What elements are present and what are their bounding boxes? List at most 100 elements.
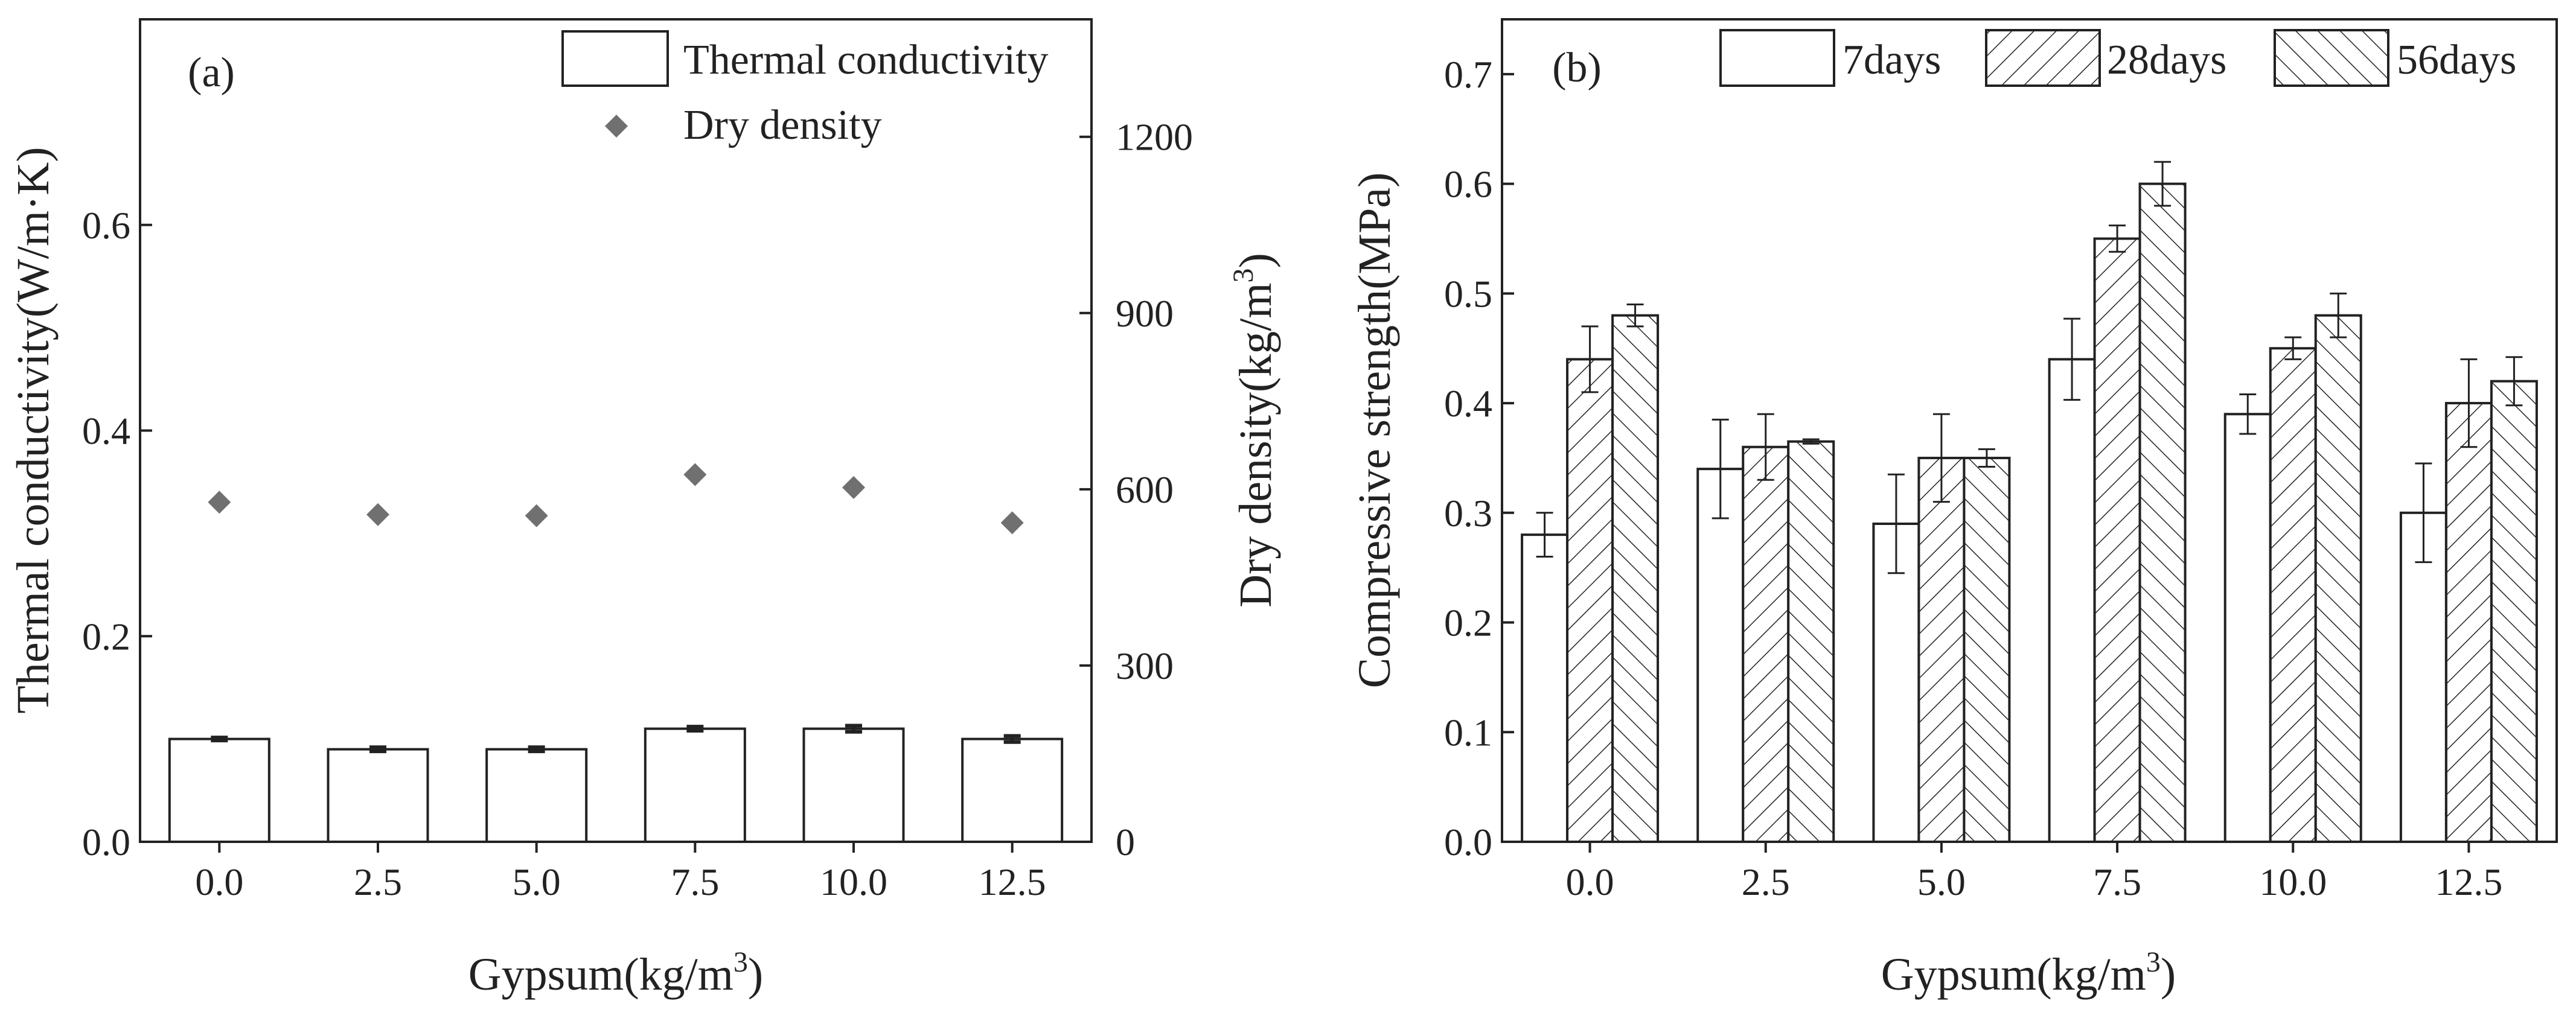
thermal-bar bbox=[644, 727, 746, 844]
legend-label: Thermal conductivity bbox=[683, 37, 1049, 83]
y-tick-label: 0.1 bbox=[1444, 711, 1492, 754]
legend-label: 28days bbox=[2107, 37, 2226, 83]
y-tick-label: 0.4 bbox=[1444, 382, 1492, 425]
legend-label: 7days bbox=[1843, 37, 1941, 83]
y2-tick-label: 900 bbox=[1116, 292, 1174, 335]
strength-bar bbox=[2314, 314, 2362, 843]
x-axis-title-sup: 3 bbox=[2146, 946, 2161, 978]
x-tick-label: 7.5 bbox=[2093, 861, 2141, 903]
strength-error-bar bbox=[1932, 413, 1950, 503]
thermal-bar bbox=[802, 727, 905, 844]
x-tick-label: 0.0 bbox=[195, 861, 243, 903]
strength-bar bbox=[2269, 347, 2317, 843]
density-point bbox=[208, 491, 231, 514]
x-axis-title-main: Gypsum(kg/m bbox=[468, 949, 733, 1000]
thermal-bar bbox=[327, 748, 429, 843]
y-tick-label: 0.2 bbox=[82, 615, 130, 658]
thermal-error-bar bbox=[211, 736, 228, 743]
x-tick-label: 10.0 bbox=[820, 861, 887, 903]
strength-error-bar bbox=[2109, 224, 2126, 253]
x-tick-label: 2.5 bbox=[354, 861, 402, 903]
x-axis-title-sup: 3 bbox=[733, 946, 748, 978]
strength-error-bar bbox=[1757, 413, 1774, 481]
strength-error-bar bbox=[1536, 512, 1553, 558]
y-tick-label: 0.4 bbox=[82, 410, 130, 453]
y2-axis-title-main: Dry density(kg/m bbox=[1230, 283, 1281, 608]
plot-frame bbox=[1501, 18, 2558, 843]
y-tick-label: 0.7 bbox=[1444, 53, 1492, 96]
y-tick-label: 0.5 bbox=[1444, 272, 1492, 315]
strength-bar bbox=[2093, 237, 2141, 843]
strength-error-bar bbox=[2063, 317, 2081, 401]
strength-bar bbox=[1917, 456, 1966, 843]
y2-axis-title-end: ) bbox=[1230, 253, 1281, 268]
density-point bbox=[683, 463, 707, 486]
panel-label: (a) bbox=[188, 49, 235, 96]
density-point bbox=[1000, 511, 1024, 535]
y2-axis-title-sup: 3 bbox=[1227, 269, 1259, 283]
y2-tick-label: 300 bbox=[1116, 644, 1174, 687]
x-axis-title-main: Gypsum(kg/m bbox=[1881, 949, 2146, 1000]
y-tick-label: 0.2 bbox=[1444, 602, 1492, 644]
thermal-bar bbox=[961, 737, 1064, 843]
y2-tick-label: 600 bbox=[1116, 468, 1174, 511]
strength-bar bbox=[2490, 380, 2538, 843]
strength-error-bar bbox=[1581, 325, 1599, 393]
legend-swatch bbox=[1985, 29, 2101, 87]
y-tick-label: 0.0 bbox=[82, 821, 130, 864]
x-tick-label: 2.5 bbox=[1742, 861, 1790, 903]
x-tick-label: 7.5 bbox=[671, 861, 719, 903]
strength-error-bar bbox=[1887, 473, 1905, 574]
strength-bar bbox=[1521, 533, 1569, 843]
density-point bbox=[842, 476, 865, 499]
strength-bar bbox=[1566, 358, 1614, 843]
strength-bar bbox=[1787, 440, 1835, 843]
thermal-error-bar bbox=[1003, 734, 1021, 744]
x-axis-title: Gypsum(kg/m3) bbox=[468, 946, 763, 1000]
y-axis-title: Thermal conductivity(W/m·K) bbox=[8, 147, 59, 713]
x-tick-label: 12.5 bbox=[979, 861, 1046, 903]
x-axis-title-end: ) bbox=[2161, 949, 2176, 1000]
x-tick-label: 12.5 bbox=[2435, 861, 2502, 903]
x-tick-label: 5.0 bbox=[513, 861, 561, 903]
legend-swatch bbox=[2274, 29, 2389, 87]
x-axis-title: Gypsum(kg/m3) bbox=[1881, 946, 2176, 1000]
strength-bar bbox=[2444, 402, 2493, 843]
x-tick-label: 5.0 bbox=[1917, 861, 1966, 903]
y2-axis-title: Dry density(kg/m3) bbox=[1227, 253, 1281, 608]
legend-swatch bbox=[1719, 29, 1835, 87]
y-tick-label: 0.3 bbox=[1444, 492, 1492, 535]
legend-label: Dry density bbox=[683, 102, 882, 148]
strength-error-bar bbox=[2330, 292, 2347, 339]
strength-error-bar bbox=[1626, 304, 1644, 328]
strength-bar bbox=[1963, 456, 2011, 843]
legend-label: 56days bbox=[2397, 37, 2516, 83]
strength-error-bar bbox=[1978, 448, 1995, 468]
strength-error-bar bbox=[2415, 462, 2432, 564]
y2-tick-label: 0 bbox=[1116, 821, 1135, 864]
thermal-bar bbox=[485, 748, 588, 843]
density-point bbox=[525, 504, 548, 527]
strength-bar bbox=[2223, 413, 2272, 843]
y-tick-label: 0.6 bbox=[1444, 163, 1492, 206]
panel-a-thermal-chart: 0.0 0.2 0.4 0.6 0 300 600 900 1200 0.0 2.5 5.0 7.5 10… bbox=[8, 18, 1281, 1000]
x-tick-label: 0.0 bbox=[1566, 861, 1614, 903]
strength-bar bbox=[2138, 182, 2187, 844]
thermal-error-bar bbox=[369, 745, 386, 754]
x-axis-title-end: ) bbox=[748, 949, 763, 1000]
y-tick-label: 0.0 bbox=[1444, 821, 1492, 864]
strength-error-bar bbox=[2284, 336, 2302, 360]
panel-label: (b) bbox=[1552, 45, 1602, 91]
strength-bar bbox=[1696, 468, 1745, 843]
density-point bbox=[366, 503, 389, 526]
strength-bar bbox=[1742, 445, 1790, 843]
panel-b-strength-chart: 0.0 0.1 0.2 0.3 0.4 0.5 0.6 0.7 0.0 2.5 5.0 7.5 10.0… bbox=[1349, 18, 2558, 1000]
legend-diamond-swatch bbox=[605, 115, 628, 138]
thermal-error-bar bbox=[686, 725, 704, 733]
strength-error-bar bbox=[2505, 356, 2523, 407]
y-axis-title: Compressive strength(MPa) bbox=[1349, 173, 1400, 689]
y2-tick-label: 1200 bbox=[1116, 116, 1193, 159]
x-tick-label: 10.0 bbox=[2259, 861, 2327, 903]
strength-error-bar bbox=[1802, 438, 1820, 445]
strength-bar bbox=[1611, 314, 1660, 843]
